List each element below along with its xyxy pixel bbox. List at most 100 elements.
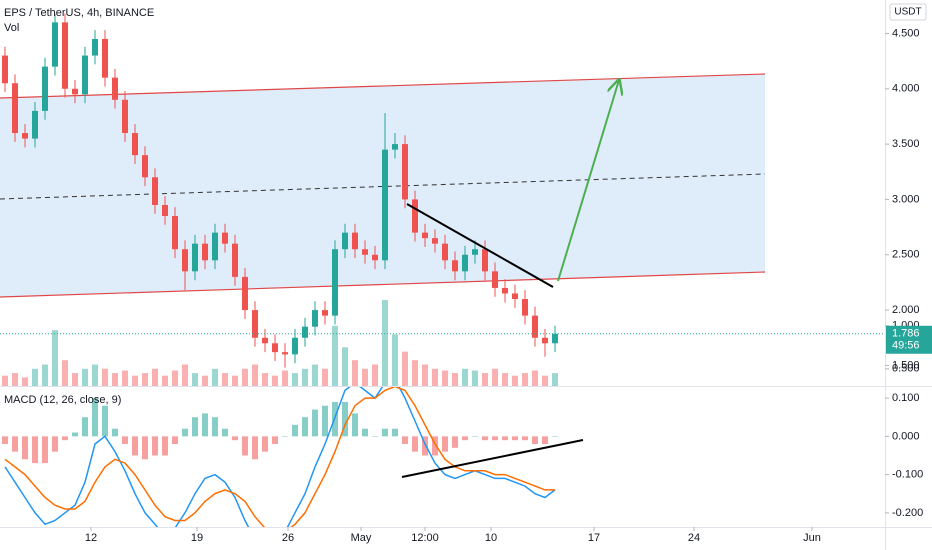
x-tick-label: 10 — [485, 532, 497, 544]
candle-body — [462, 254, 468, 272]
candle-body — [132, 133, 138, 156]
candle-body — [522, 299, 528, 316]
volume-bar — [302, 368, 308, 386]
volume-bar — [12, 373, 18, 386]
x-tick-label: Jun — [803, 532, 821, 544]
candle-body — [112, 77, 118, 100]
volume-bar — [462, 368, 468, 386]
macd-histogram — [462, 436, 468, 441]
macd-histogram — [312, 409, 318, 437]
macd-histogram — [72, 432, 78, 437]
y-tick-label: 2.500 — [892, 249, 920, 261]
volume-bar — [362, 368, 368, 386]
candle-body — [412, 199, 418, 233]
volume-bar — [42, 364, 48, 386]
y-tick-label: 2.000 — [892, 304, 920, 316]
candle-body — [542, 337, 548, 344]
macd-histogram — [492, 436, 498, 441]
volume-bar — [442, 370, 448, 386]
volume-bar — [432, 368, 438, 386]
macd-histogram — [32, 436, 38, 464]
macd-histogram — [252, 436, 258, 460]
volume-bar — [92, 364, 98, 386]
volume-bar — [152, 368, 158, 386]
volume-bar — [202, 375, 208, 386]
candle-body — [392, 144, 398, 150]
macd-histogram — [282, 436, 288, 437]
volume-bar — [332, 325, 338, 386]
macd-histogram — [392, 428, 398, 437]
macd-histogram — [182, 428, 188, 437]
channel-top — [0, 73, 766, 99]
candle-body — [212, 232, 218, 261]
macd-histogram — [302, 417, 308, 437]
target-arrow — [557, 80, 619, 282]
volume-bar — [112, 373, 118, 386]
macd-tick-label: -0.200 — [892, 507, 923, 519]
y-tick-label: 4.000 — [892, 83, 920, 95]
volume-bar — [222, 373, 228, 386]
volume-bar — [522, 373, 528, 386]
macd-histogram — [262, 436, 268, 452]
candle-body — [342, 232, 348, 250]
candle-body — [512, 293, 518, 300]
volume-bar — [382, 300, 388, 386]
macd-histogram — [432, 436, 438, 456]
macd-histogram — [402, 436, 408, 444]
macd-histogram — [222, 428, 228, 437]
x-tick-label: May — [351, 532, 372, 544]
candle-body — [372, 254, 378, 261]
volume-bar — [342, 347, 348, 386]
candle-body — [92, 38, 98, 56]
candle-body — [62, 22, 68, 89]
candle-body — [402, 144, 408, 200]
candle-body — [322, 310, 328, 316]
x-tick-label: 24 — [688, 532, 700, 544]
candle-body — [102, 38, 108, 78]
candle-body — [452, 260, 458, 272]
countdown: 49:56 — [892, 340, 920, 352]
volume-bar — [262, 373, 268, 386]
macd-histogram — [192, 417, 198, 437]
macd-histogram — [542, 436, 548, 444]
volume-bar — [242, 368, 248, 386]
volume-bar — [62, 360, 68, 386]
candle-body — [482, 249, 488, 272]
macd-histogram — [412, 436, 418, 452]
trend-line — [406, 203, 554, 288]
macd-histogram — [132, 436, 138, 456]
candle-body — [282, 352, 288, 355]
macd-histogram — [532, 436, 538, 444]
macd-histogram — [52, 436, 58, 452]
candle-body — [532, 315, 538, 338]
candle-body — [292, 337, 298, 355]
candle-body — [252, 310, 258, 338]
macd-tick-label: -0.100 — [892, 469, 923, 481]
volume-bar — [72, 373, 78, 386]
volume-bar — [422, 364, 428, 386]
macd-histogram — [272, 436, 278, 444]
macd-label: MACD (12, 26, close, 9) — [4, 394, 121, 406]
macd-histogram — [162, 436, 168, 456]
macd-histogram — [62, 436, 68, 441]
macd-histogram — [142, 436, 148, 460]
macd-histogram — [372, 436, 378, 437]
signal-line — [4, 387, 555, 527]
candle-body — [42, 66, 48, 111]
marks — [2, 13, 558, 527]
macd-histogram — [22, 436, 28, 460]
macd-pane — [2, 387, 558, 527]
macd-histogram — [102, 405, 108, 437]
macd-histogram — [322, 405, 328, 437]
macd-histogram — [232, 436, 238, 441]
macd-histogram — [502, 436, 508, 441]
candle-body — [72, 88, 78, 95]
candle-body — [442, 243, 448, 261]
volume-bar — [192, 373, 198, 386]
volume-bar — [52, 330, 58, 386]
volume-bar — [172, 370, 178, 386]
candle-body — [232, 243, 238, 277]
volume-tick-label: 0.500 — [892, 363, 920, 375]
price-pane — [2, 13, 558, 386]
candle-body — [202, 243, 208, 261]
